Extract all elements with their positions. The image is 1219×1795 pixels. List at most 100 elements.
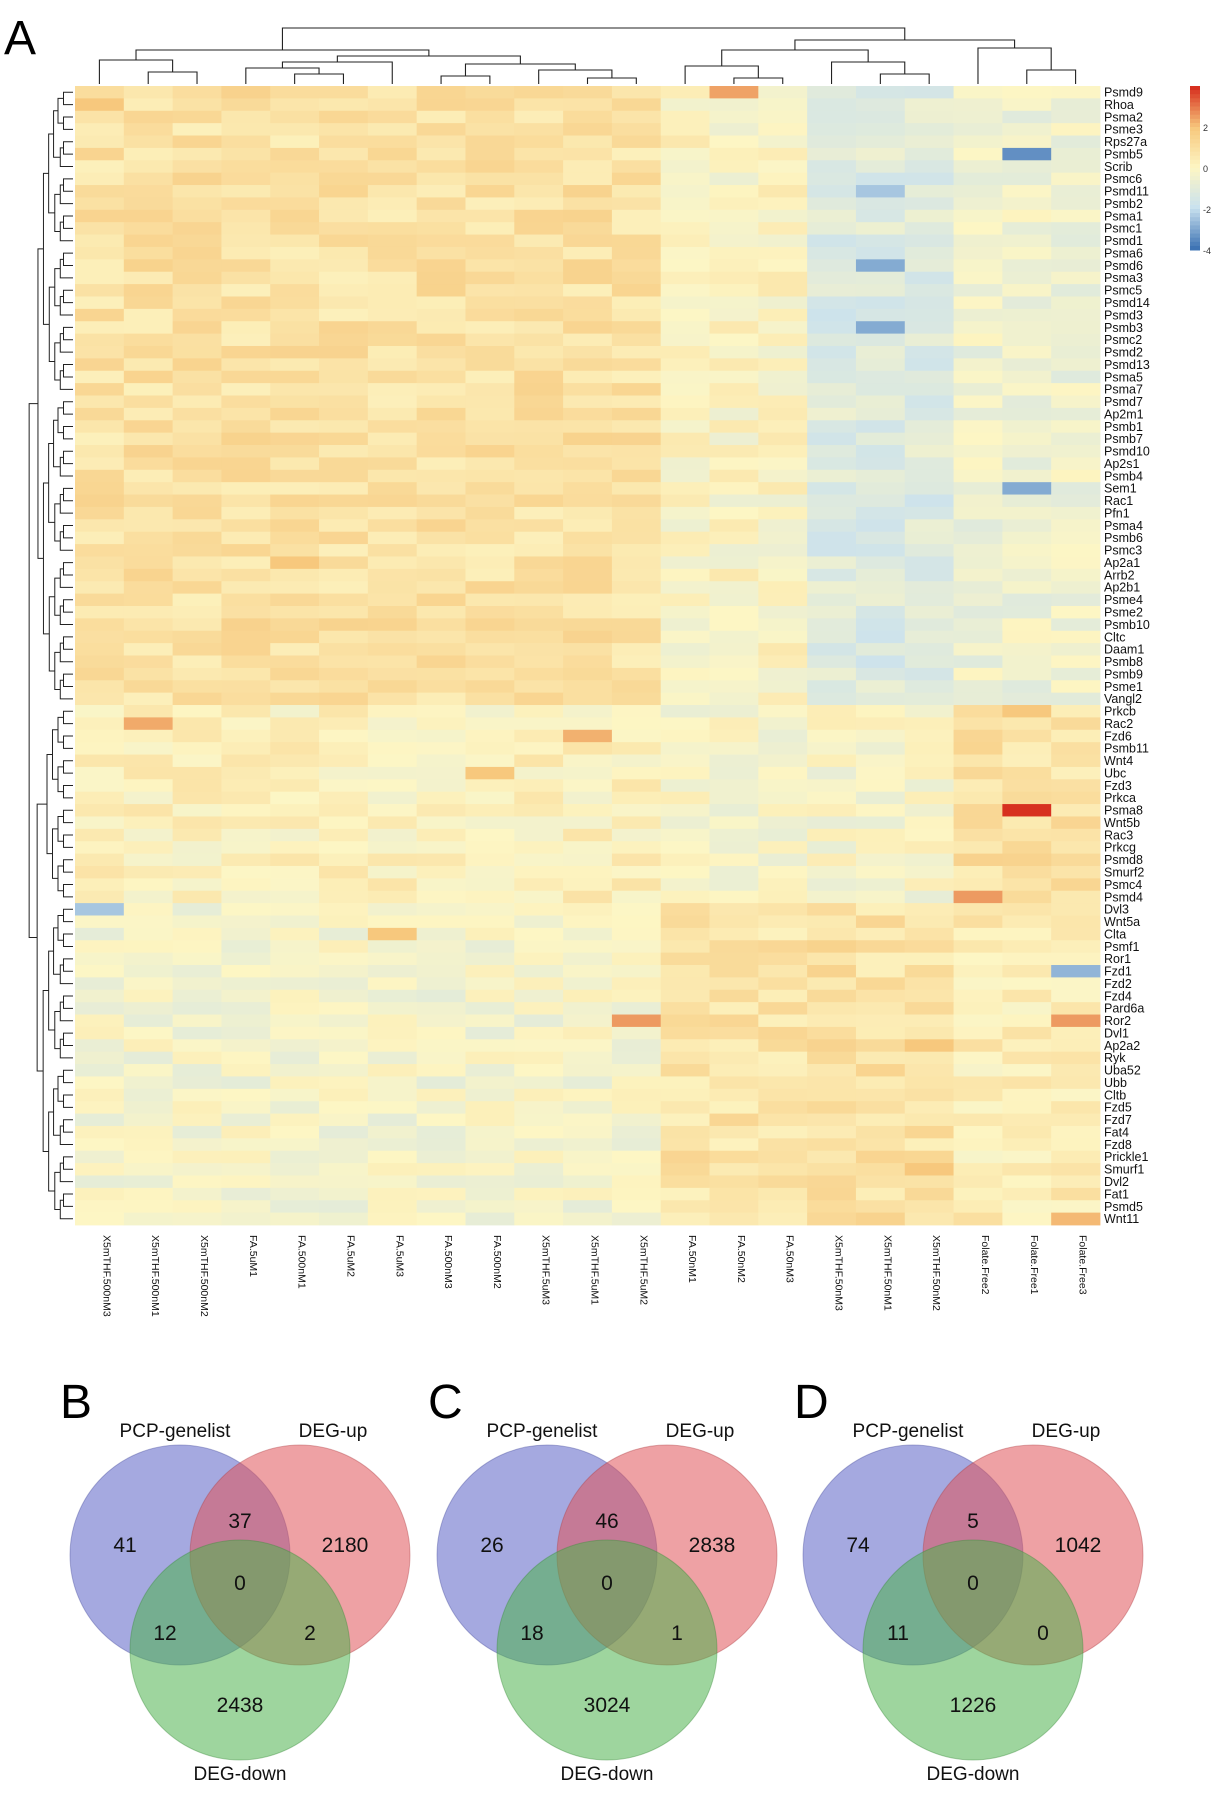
row-label: Psme2 — [1104, 606, 1143, 620]
heatmap-cell — [221, 321, 271, 335]
heatmap-cell — [953, 432, 1003, 446]
heatmap-cell — [660, 544, 710, 557]
heatmap-cell — [75, 568, 125, 582]
heatmap-cell — [123, 222, 174, 235]
heatmap-cell — [514, 1014, 564, 1028]
heatmap-cell — [416, 952, 466, 966]
heatmap-cell — [660, 469, 710, 483]
heatmap-cell — [123, 506, 174, 520]
dendrogram-branch — [28, 403, 38, 939]
heatmap-cell — [367, 605, 418, 619]
venn-set-label: DEG-up — [666, 1421, 735, 1442]
heatmap-cell — [563, 779, 613, 793]
heatmap-cell — [416, 469, 466, 483]
heatmap-cell — [367, 1088, 418, 1102]
heatmap-cell — [660, 568, 710, 582]
heatmap-cell — [611, 519, 662, 533]
heatmap-cell — [367, 271, 418, 285]
heatmap-cell — [123, 98, 174, 112]
heatmap-cell — [758, 568, 808, 582]
dendrogram-branch — [63, 141, 73, 155]
heatmap-cell — [75, 717, 125, 731]
heatmap-cell — [1002, 432, 1052, 446]
heatmap-cell — [367, 1163, 418, 1176]
heatmap-cell — [514, 1026, 564, 1040]
heatmap-cell — [709, 209, 759, 223]
heatmap-cell — [270, 370, 320, 384]
heatmap-cell — [660, 222, 710, 235]
dendrogram-branch — [53, 419, 61, 468]
heatmap-cell — [563, 952, 613, 966]
heatmap-cell — [709, 308, 759, 322]
heatmap-cell — [221, 432, 271, 446]
heatmap-cell — [1051, 1125, 1101, 1139]
heatmap-cell — [270, 172, 320, 186]
heatmap-cell — [709, 445, 759, 458]
heatmap-cell — [904, 1002, 954, 1015]
heatmap-cell — [123, 432, 174, 446]
heatmap-cell — [75, 86, 125, 99]
heatmap-cell — [904, 692, 954, 706]
heatmap-cell — [1051, 160, 1101, 174]
row-label: Psma3 — [1104, 271, 1143, 285]
heatmap-cell — [904, 1138, 954, 1152]
heatmap-cell — [904, 1113, 954, 1127]
heatmap-cell — [758, 977, 808, 991]
heatmap-cell — [563, 1101, 613, 1114]
heatmap-cell — [1051, 952, 1101, 966]
heatmap-cell — [1051, 370, 1101, 384]
heatmap-cell — [416, 804, 466, 817]
heatmap-cell — [123, 667, 174, 681]
row-label: Psmb4 — [1104, 469, 1143, 483]
heatmap-cell — [270, 494, 320, 508]
heatmap-cell — [660, 395, 710, 409]
heatmap-cell — [75, 432, 125, 446]
heatmap-cell — [319, 185, 369, 198]
heatmap-cell — [514, 841, 564, 854]
heatmap-cell — [221, 692, 271, 706]
heatmap-cell — [563, 890, 613, 904]
heatmap-cell — [270, 816, 320, 830]
heatmap-cell — [953, 98, 1003, 112]
heatmap-cell — [367, 1125, 418, 1139]
legend-swatch — [1190, 213, 1200, 218]
heatmap-cell — [270, 742, 320, 755]
heatmap-cell — [367, 147, 418, 161]
heatmap-cell — [1002, 1051, 1052, 1065]
heatmap-cell — [367, 1200, 418, 1214]
heatmap-cell — [123, 271, 174, 285]
heatmap-cell — [611, 1175, 662, 1189]
heatmap-cell — [270, 333, 320, 347]
heatmap-cell — [855, 209, 906, 223]
heatmap-cell — [270, 1039, 320, 1053]
heatmap-cell — [1002, 383, 1052, 396]
dendrogram-branch — [42, 990, 49, 1152]
heatmap-cell — [270, 841, 320, 854]
heatmap-cell — [465, 729, 515, 743]
heatmap-cell — [807, 284, 857, 297]
heatmap-cell — [709, 172, 759, 186]
heatmap-cell — [319, 593, 369, 607]
row-label: Psmd7 — [1104, 395, 1143, 409]
heatmap-cell — [1002, 1200, 1052, 1214]
heatmap-cell — [709, 952, 759, 966]
heatmap-cell — [465, 568, 515, 582]
heatmap-cell — [416, 1039, 466, 1053]
row-label: Psmb5 — [1104, 147, 1143, 161]
heatmap-cell — [221, 1076, 271, 1090]
heatmap-cell — [75, 259, 125, 273]
heatmap-cell — [319, 482, 369, 495]
heatmap-cell — [319, 234, 369, 248]
heatmap-cell — [855, 383, 906, 396]
heatmap-cell — [807, 865, 857, 879]
heatmap-cell — [660, 1150, 710, 1164]
legend-swatch — [1190, 147, 1200, 153]
heatmap-cell — [1051, 296, 1101, 310]
heatmap-cell — [270, 667, 320, 681]
heatmap-cell — [465, 160, 515, 174]
heatmap-cell — [611, 1014, 662, 1028]
heatmap-cell — [1051, 692, 1101, 706]
heatmap-cell — [416, 185, 466, 198]
heatmap-cell — [904, 358, 954, 372]
heatmap-cell — [904, 482, 954, 495]
